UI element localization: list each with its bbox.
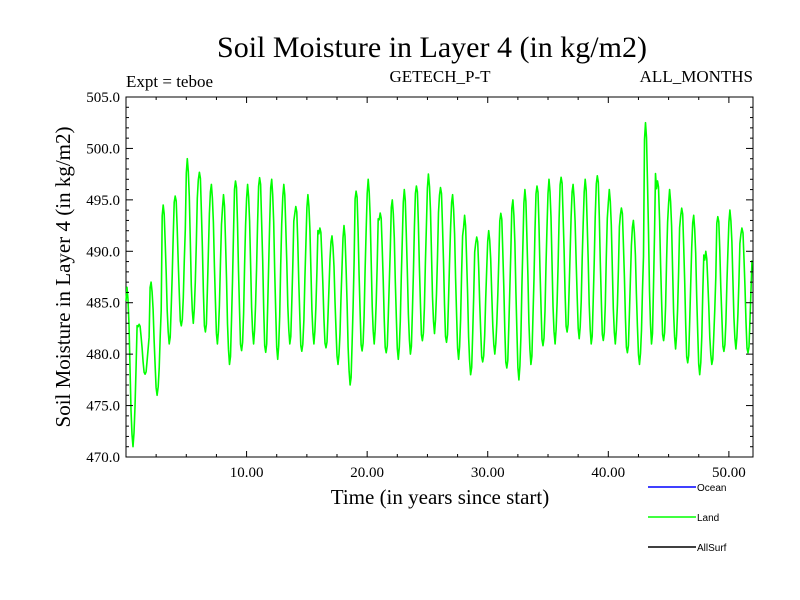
x-axis: 10.00 20.00 30.00 40.00 50.00 xyxy=(125,97,746,481)
y-tick-label: 470.0 xyxy=(86,450,120,466)
x-tick-label: 30.00 xyxy=(471,465,505,481)
expt-label: Expt = teboe xyxy=(126,72,213,91)
legend: Ocean Land AllSurf xyxy=(648,483,727,554)
land-series-line xyxy=(125,121,753,448)
legend-label: Land xyxy=(697,513,719,524)
y-axis-title: Soil Moisture in Layer 4 (in kg/m2) xyxy=(51,127,75,428)
x-tick-label: 10.00 xyxy=(230,465,264,481)
chart-title: Soil Moisture in Layer 4 (in kg/m2) xyxy=(217,31,647,64)
y-tick-label: 495.0 xyxy=(86,193,120,209)
y-tick-label: 500.0 xyxy=(86,141,120,157)
legend-item-land: Land xyxy=(648,513,719,524)
model-label: GETECH_P-T xyxy=(389,67,491,86)
legend-item-ocean: Ocean xyxy=(648,483,726,494)
y-axis: 470.0 475.0 480.0 485.0 490.0 495.0 500.0 505.0 xyxy=(86,90,753,466)
y-tick-label: 475.0 xyxy=(86,399,120,415)
x-axis-title: Time (in years since start) xyxy=(331,485,550,509)
x-tick-label: 50.00 xyxy=(712,465,746,481)
months-label: ALL_MONTHS xyxy=(640,67,753,86)
y-tick-label: 490.0 xyxy=(86,244,120,260)
legend-label: Ocean xyxy=(697,483,726,494)
plot-frame xyxy=(125,96,754,458)
y-tick-label: 505.0 xyxy=(86,90,120,106)
x-tick-label: 20.00 xyxy=(350,465,384,481)
y-tick-label: 480.0 xyxy=(86,347,120,363)
x-tick-label: 40.00 xyxy=(591,465,625,481)
legend-label: AllSurf xyxy=(697,543,727,554)
y-tick-label: 485.0 xyxy=(86,296,120,312)
legend-item-allsurf: AllSurf xyxy=(648,543,727,554)
